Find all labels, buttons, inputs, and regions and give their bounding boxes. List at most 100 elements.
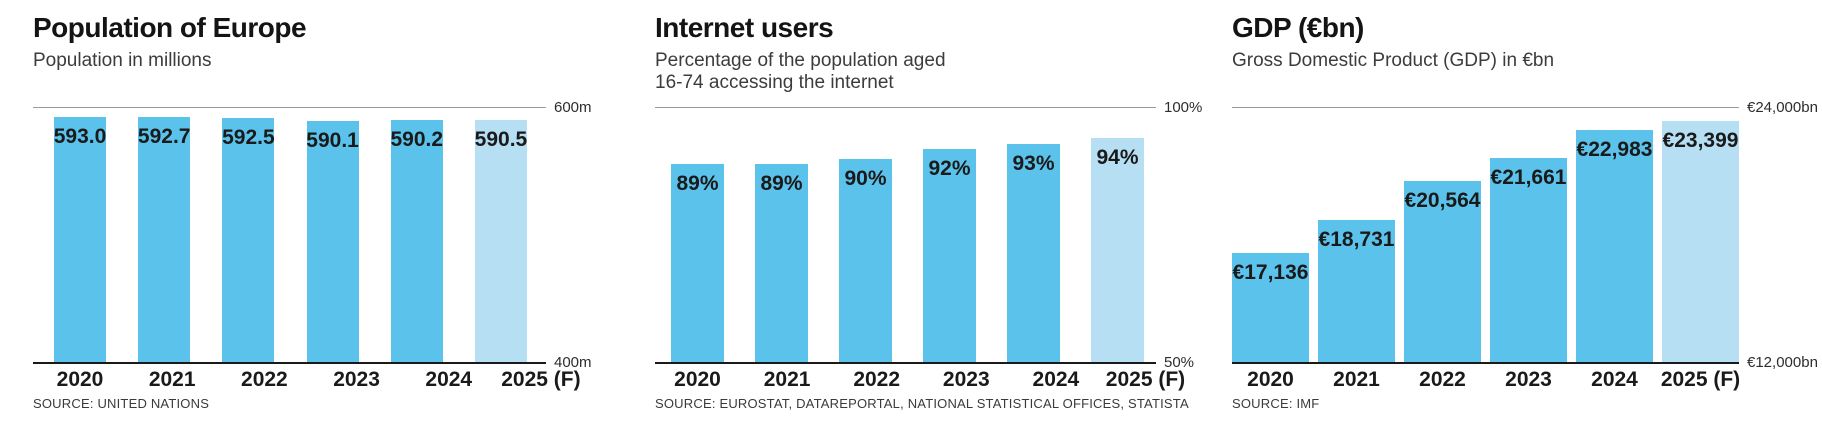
bars-group: €17,136 €18,731 €20,564 €21,661 €22,983 €23,3…: [1232, 108, 1739, 362]
x-axis-label-2023: 2023: [940, 368, 993, 392]
chart-subtitle: Population in millions: [33, 50, 212, 71]
bar-2023: 92%: [923, 148, 976, 362]
x-axis-labels: 2020 2021 2022 2023 2024 2025 (F): [33, 368, 586, 392]
plot-area: €24,000bn €12,000bn €17,136 €18,731 €20,56…: [1232, 99, 1818, 371]
bar-value-label: 590.2: [390, 128, 444, 152]
x-axis-label-2024: 2024: [423, 368, 475, 392]
bar-value-label: 89%: [760, 171, 803, 195]
x-axis-label-2022: 2022: [850, 368, 903, 392]
x-axis-label-text: 2023: [1505, 368, 1552, 391]
x-axis-label-2021: 2021: [1318, 368, 1395, 392]
bar-2024: 590.2: [390, 120, 444, 362]
chart-gdp: GDP (€bn) Gross Domestic Product (GDP) i…: [1232, 0, 1818, 434]
y-axis-top-label: €24,000bn: [1747, 99, 1818, 116]
bar-value-label: €17,136: [1232, 261, 1309, 285]
x-axis-labels: 2020 2021 2022 2023 2024 2025 (F): [655, 368, 1185, 392]
bar-2023: 590.1: [306, 120, 359, 362]
y-axis-bottom-label: 50%: [1164, 354, 1195, 371]
x-axis-label-text: 2023: [942, 368, 990, 391]
x-axis-label-2024: 2024: [1029, 368, 1082, 392]
x-axis-label-2020: 2020: [671, 368, 724, 392]
x-axis-labels: 2020 2021 2022 2023 2024 2025 (F): [1232, 368, 1741, 392]
x-axis-label-text: 2022: [853, 368, 901, 391]
y-axis-top-label: 600m: [554, 99, 592, 116]
x-axis-label-text: 2025 (F): [1660, 368, 1741, 391]
y-axis-bottom-label: €12,000bn: [1747, 354, 1818, 371]
x-axis-label-text: 2022: [1419, 368, 1466, 391]
chart-internet-users: Internet users Percentage of the populat…: [655, 0, 1202, 434]
chart-title: Internet users: [655, 12, 834, 43]
x-axis-label-text: 2021: [1333, 368, 1380, 391]
x-axis-label-text: 2025 (F): [501, 368, 581, 391]
bar-value-label: 93%: [1012, 151, 1055, 175]
bar-2025-f-: 590.5: [475, 120, 527, 362]
bar-2022: 592.5: [222, 117, 275, 362]
bar-2024: €22,983: [1576, 129, 1653, 362]
bar-value-label: 592.7: [137, 125, 191, 149]
bar-value-label: 593.0: [53, 124, 107, 148]
y-axis-bottom-label: 400m: [554, 354, 592, 371]
bar-2021: €18,731: [1318, 219, 1395, 362]
bar-value-label: 92%: [928, 156, 971, 180]
bar-2020: 593.0: [53, 116, 107, 362]
source-note: SOURCE: IMF: [1232, 396, 1320, 411]
bar-value-label: 592.5: [222, 125, 275, 149]
plot-area: 100% 50% 89% 89% 90% 92% 93% 94%: [655, 99, 1202, 371]
bar-value-label: 590.1: [306, 128, 359, 152]
x-axis-label-text: 2021: [763, 368, 811, 391]
chart-title: Population of Europe: [33, 12, 307, 43]
x-axis-label-2020: 2020: [1232, 368, 1309, 392]
x-axis-label-2022: 2022: [1404, 368, 1481, 392]
y-axis-top-label: 100%: [1164, 99, 1203, 116]
x-axis-label-text: 2024: [1591, 368, 1638, 391]
bar-2025-f-: 94%: [1091, 138, 1144, 362]
chart-title: GDP (€bn): [1232, 12, 1364, 43]
x-axis-label-2021: 2021: [761, 368, 814, 392]
bar-2025-f-: €23,399: [1662, 120, 1739, 362]
bar-value-label: €21,661: [1490, 165, 1567, 189]
bar-2021: 89%: [755, 163, 808, 362]
x-axis-label-text: 2023: [333, 368, 380, 391]
chart-population-of-europe: Population of Europe Population in milli…: [33, 0, 596, 434]
x-axis-label-text: 2024: [1032, 368, 1080, 391]
bar-value-label: 89%: [676, 171, 719, 195]
source-note: SOURCE: EUROSTAT, DATAREPORTAL, NATIONAL…: [655, 396, 1189, 411]
bar-2023: €21,661: [1490, 157, 1567, 362]
bar-value-label: €18,731: [1318, 227, 1395, 251]
bar-2022: 90%: [839, 158, 892, 362]
bar-2020: €17,136: [1232, 253, 1309, 362]
x-axis-label-2020: 2020: [54, 368, 106, 392]
x-axis-label-2023: 2023: [1490, 368, 1567, 392]
bar-value-label: 590.5: [474, 128, 528, 152]
x-axis-label-text: 2025 (F): [1105, 368, 1186, 391]
x-axis-label-2023: 2023: [331, 368, 383, 392]
bar-2022: €20,564: [1404, 180, 1481, 362]
bar-value-label: €23,399: [1662, 128, 1739, 152]
x-axis-label-text: 2020: [674, 368, 721, 391]
bar-value-label: 94%: [1096, 146, 1139, 170]
chart-subtitle: Percentage of the population aged 16-74 …: [655, 50, 946, 93]
bar-2020: 89%: [671, 163, 724, 362]
x-axis-label-2025-f-: 2025 (F): [1106, 368, 1185, 392]
plot-area: 600m 400m 593.0 592.7 592.5 590.1 590.2 590.5: [33, 99, 592, 371]
bar-value-label: €20,564: [1404, 188, 1481, 212]
bar-value-label: 90%: [844, 166, 887, 190]
x-axis-label-text: 2022: [241, 368, 288, 391]
x-axis-label-2025-f-: 2025 (F): [1660, 368, 1741, 392]
chart-subtitle: Gross Domestic Product (GDP) in €bn: [1232, 50, 1555, 71]
bar-value-label: €22,983: [1576, 137, 1653, 161]
source-note: SOURCE: UNITED NATIONS: [33, 396, 210, 411]
bar-2024: 93%: [1007, 143, 1060, 362]
x-axis-label-text: 2021: [148, 368, 196, 391]
x-axis-label-text: 2024: [425, 368, 473, 391]
bar-2021: 592.7: [138, 117, 190, 362]
x-axis-label-2021: 2021: [146, 368, 198, 392]
bars-group: 593.0 592.7 592.5 590.1 590.2 590.5: [33, 108, 546, 362]
bars-group: 89% 89% 90% 92% 93% 94%: [655, 108, 1156, 362]
x-axis-label-2024: 2024: [1576, 368, 1653, 392]
x-axis-label-text: 2020: [1247, 368, 1294, 391]
x-axis-label-2025-f-: 2025 (F): [501, 368, 580, 392]
x-axis-label-2022: 2022: [238, 368, 290, 392]
x-axis-label-text: 2020: [56, 368, 104, 391]
